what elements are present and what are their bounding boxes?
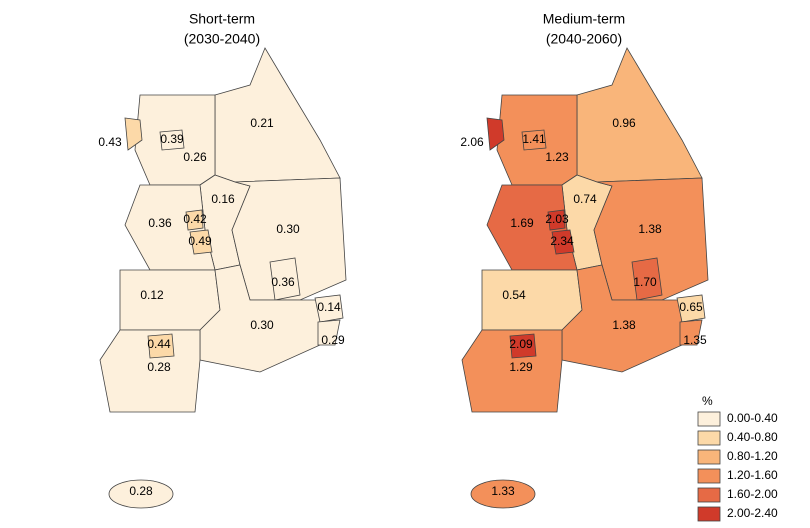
region-label: 1.35: [683, 333, 707, 347]
region-label: 2.09: [509, 337, 533, 351]
region-label: 0.39: [160, 132, 184, 146]
legend-swatch: [697, 411, 721, 427]
region-label: 2.06: [460, 135, 484, 149]
map-title: Short-term: [189, 11, 255, 27]
region-label: 0.42: [183, 212, 207, 226]
region: [576, 47, 703, 183]
region-label: 0.29: [321, 333, 345, 347]
region: [470, 479, 536, 509]
legend-label: 0.80-1.20: [727, 449, 778, 463]
region: [551, 229, 575, 255]
region: [461, 329, 563, 413]
region-label: 0.21: [250, 116, 274, 130]
region-label: 0.43: [98, 135, 122, 149]
map-subtitle: (2030-2040): [184, 31, 260, 47]
region-label: 0.65: [679, 300, 703, 314]
region: [159, 129, 185, 151]
region-label: 0.54: [502, 288, 526, 302]
region: [214, 47, 341, 183]
region: [119, 269, 221, 331]
region: [269, 257, 301, 301]
region-label: 0.28: [129, 484, 153, 498]
legend-swatch: [697, 506, 721, 522]
region-label: 1.70: [633, 275, 657, 289]
map-subtitle: (2040-2060): [546, 31, 622, 47]
region-label: 0.30: [276, 222, 300, 236]
region-label: 0.30: [250, 318, 274, 332]
region-label: 1.29: [509, 360, 533, 374]
legend-swatch: [697, 449, 721, 465]
legend-swatch: [697, 487, 721, 503]
region: [481, 269, 583, 331]
region: [679, 319, 703, 346]
region: [108, 479, 174, 509]
map: Short-term (2030-2040) 0.21 0.26 0.39 0.43 0.1…: [98, 11, 347, 509]
region-label: 1.38: [638, 222, 662, 236]
region: [547, 209, 566, 231]
region: [99, 329, 201, 413]
region: [486, 117, 505, 151]
region-label: 0.16: [211, 192, 235, 206]
region-label: 1.69: [510, 216, 534, 230]
legend-swatch: [697, 468, 721, 484]
region-label: 1.23: [545, 150, 569, 164]
region: [185, 209, 204, 231]
region-label: 0.14: [317, 300, 341, 314]
region: [317, 319, 341, 346]
region: [147, 333, 175, 359]
region-label: 0.12: [140, 288, 164, 302]
legend-label: 1.20-1.60: [727, 468, 778, 482]
region-label: 0.96: [612, 116, 636, 130]
region: [561, 264, 688, 373]
region: [521, 129, 547, 151]
legend-label: 0.00-0.40: [727, 411, 778, 425]
region-label: 0.44: [147, 337, 171, 351]
legend-swatch: [697, 430, 721, 446]
map-title: Medium-term: [543, 11, 625, 27]
region-label: 0.74: [573, 192, 597, 206]
legend-title: %: [702, 394, 713, 408]
region-label: 1.41: [522, 132, 546, 146]
region-label: 2.03: [545, 212, 569, 226]
legend-label: 1.60-2.00: [727, 487, 778, 501]
region-label: 0.26: [183, 150, 207, 164]
region-label: 1.38: [612, 318, 636, 332]
region-label: 0.28: [147, 360, 171, 374]
region: [314, 294, 344, 323]
region-label: 1.33: [491, 484, 515, 498]
region-label: 0.36: [271, 275, 295, 289]
map: Medium-term (2040-2060) 0.96 1.23 1.41 2.06 0.…: [460, 11, 709, 509]
region: [189, 229, 213, 255]
legend-label: 0.40-0.80: [727, 430, 778, 444]
legend-label: 2.00-2.40: [727, 506, 778, 520]
region: [199, 264, 326, 373]
region-label: 0.49: [188, 234, 212, 248]
region: [676, 294, 706, 323]
region: [124, 117, 143, 151]
region: [509, 333, 537, 359]
region-label: 0.36: [148, 216, 172, 230]
region: [631, 257, 663, 301]
region-label: 2.34: [550, 234, 574, 248]
